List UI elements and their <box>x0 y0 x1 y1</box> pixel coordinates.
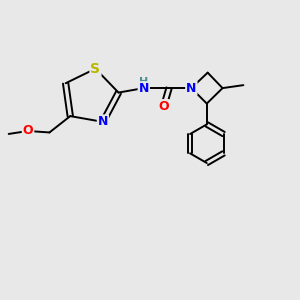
Text: H: H <box>139 76 148 87</box>
Text: S: S <box>91 62 100 76</box>
Text: O: O <box>23 124 33 137</box>
Text: O: O <box>158 100 169 113</box>
Text: N: N <box>98 116 108 128</box>
Text: N: N <box>186 82 196 94</box>
Text: N: N <box>139 82 149 95</box>
